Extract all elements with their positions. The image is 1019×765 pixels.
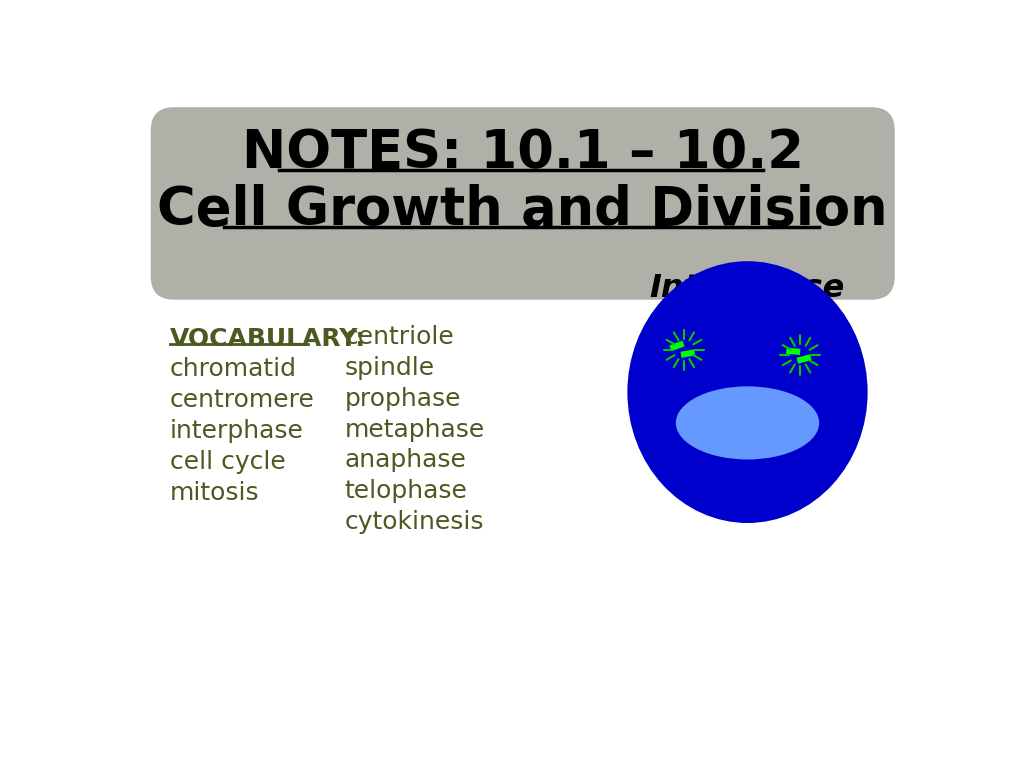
Polygon shape	[796, 354, 811, 364]
Text: prophase: prophase	[344, 387, 461, 411]
Text: interphase: interphase	[170, 419, 304, 443]
Text: VOCABULARY:: VOCABULARY:	[170, 327, 366, 350]
Text: Interphase: Interphase	[649, 272, 845, 304]
Text: Cell Growth and Division: Cell Growth and Division	[157, 184, 888, 236]
Text: anaphase: anaphase	[344, 448, 466, 472]
Ellipse shape	[627, 261, 867, 523]
Polygon shape	[786, 347, 800, 355]
Text: metaphase: metaphase	[344, 418, 484, 441]
Text: spindle: spindle	[344, 356, 434, 380]
Ellipse shape	[676, 386, 818, 460]
Text: telophase: telophase	[344, 479, 467, 503]
FancyBboxPatch shape	[151, 107, 894, 300]
Text: centriole: centriole	[344, 325, 453, 349]
Polygon shape	[668, 340, 684, 351]
Text: cell cycle: cell cycle	[170, 450, 285, 474]
Text: centromere: centromere	[170, 389, 315, 412]
Text: NOTES: 10.1 – 10.2: NOTES: 10.1 – 10.2	[242, 128, 803, 180]
Text: chromatid: chromatid	[170, 357, 297, 382]
Text: mitosis: mitosis	[170, 480, 260, 505]
Polygon shape	[680, 350, 695, 358]
Text: cytokinesis: cytokinesis	[344, 510, 484, 534]
